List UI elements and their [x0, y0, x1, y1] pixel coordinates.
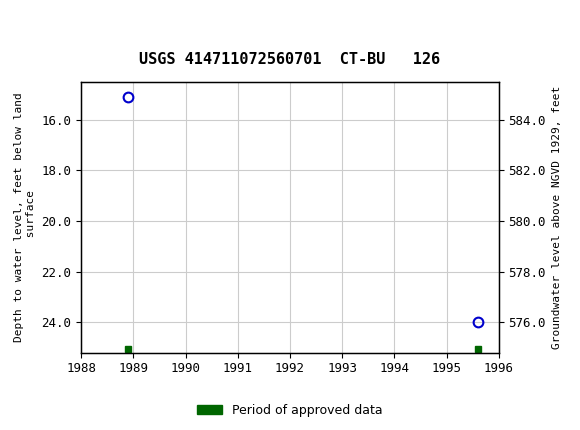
Text: USGS 414711072560701  CT-BU   126: USGS 414711072560701 CT-BU 126	[139, 52, 441, 67]
Legend: Period of approved data: Period of approved data	[192, 399, 388, 422]
Y-axis label: Depth to water level, feet below land
 surface: Depth to water level, feet below land su…	[14, 92, 36, 342]
Y-axis label: Groundwater level above NGVD 1929, feet: Groundwater level above NGVD 1929, feet	[552, 86, 561, 349]
Text: ≡USGS: ≡USGS	[9, 16, 72, 36]
